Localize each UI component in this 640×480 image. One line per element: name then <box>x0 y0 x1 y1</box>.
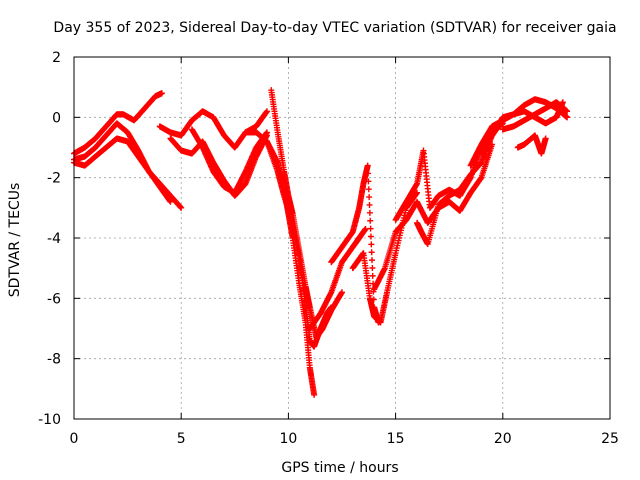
x-tick-label: 0 <box>70 431 79 447</box>
data-point <box>365 186 372 193</box>
data-point <box>369 257 376 264</box>
y-tick-label: -4 <box>47 231 61 247</box>
series-arc-d <box>156 108 270 151</box>
data-point <box>542 135 549 142</box>
series-arc-e <box>167 132 270 199</box>
data-point <box>362 225 369 232</box>
x-tick-label: 15 <box>387 431 405 447</box>
data-point <box>564 114 571 121</box>
y-tick-label: 2 <box>52 50 61 66</box>
data-point <box>263 129 270 136</box>
y-axis-label: SDTVAR / TECUs <box>7 183 23 298</box>
data-point <box>311 391 318 398</box>
y-tick-label: 0 <box>52 110 61 126</box>
y-tick-label: -8 <box>47 352 61 368</box>
data-point <box>367 233 374 240</box>
series-arc-i <box>268 87 345 341</box>
data-point <box>369 264 376 271</box>
series-arc-s <box>514 132 549 157</box>
data-point <box>367 217 374 224</box>
x-tick-label: 10 <box>279 431 297 447</box>
series-arc-f <box>188 126 270 196</box>
x-axis-label: GPS time / hours <box>281 460 398 476</box>
data-point <box>368 249 375 256</box>
x-axis: 0 5 10 15 20 25 <box>70 57 619 447</box>
data-point <box>366 209 373 216</box>
data-point <box>364 162 371 169</box>
data-point <box>414 189 421 196</box>
series-arc-j <box>306 225 369 332</box>
data-point <box>564 108 571 115</box>
data-point <box>365 178 372 185</box>
data-point <box>367 225 374 232</box>
x-tick-label: 25 <box>601 431 619 447</box>
data-point <box>339 289 345 296</box>
y-tick-label: -10 <box>38 412 61 428</box>
data-point <box>368 241 375 248</box>
data-point <box>178 204 185 211</box>
data-point <box>158 90 165 97</box>
data-point <box>263 108 270 115</box>
data-point <box>366 194 373 201</box>
x-tick-label: 20 <box>494 431 512 447</box>
series-arc-a <box>71 90 165 157</box>
data-points <box>71 87 571 398</box>
y-axis: 2 0 -2 -4 -6 -8 -10 <box>38 50 610 428</box>
data-point <box>369 272 376 279</box>
y-tick-label: -6 <box>47 291 61 307</box>
data-point <box>559 99 566 106</box>
data-point <box>365 170 372 177</box>
chart-title: Day 355 of 2023, Sidereal Day-to-day VTE… <box>53 20 616 36</box>
series-arc-c <box>71 135 174 205</box>
data-point <box>366 201 373 208</box>
y-tick-label: -2 <box>47 171 61 187</box>
x-tick-label: 5 <box>177 431 186 447</box>
data-point <box>167 198 174 205</box>
series-arc-r <box>499 99 571 133</box>
